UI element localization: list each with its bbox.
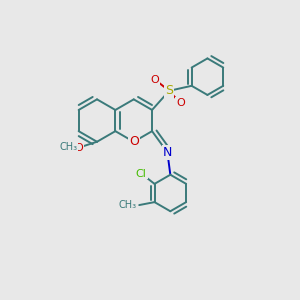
- Text: O: O: [151, 75, 159, 85]
- Text: O: O: [129, 135, 139, 148]
- Text: N: N: [163, 146, 172, 159]
- Text: CH₃: CH₃: [60, 142, 78, 152]
- Text: CH₃: CH₃: [119, 200, 137, 210]
- Text: O: O: [176, 98, 185, 108]
- Text: Cl: Cl: [136, 169, 147, 178]
- Text: S: S: [165, 84, 173, 97]
- Text: O: O: [74, 142, 83, 153]
